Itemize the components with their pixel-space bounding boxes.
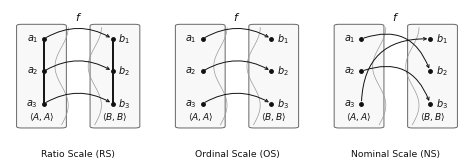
Text: $b_2$: $b_2$: [118, 64, 130, 78]
Text: $b_1$: $b_1$: [436, 32, 447, 46]
FancyBboxPatch shape: [408, 24, 457, 128]
FancyBboxPatch shape: [90, 24, 140, 128]
Text: $b_1$: $b_1$: [118, 32, 130, 46]
Text: $f$: $f$: [392, 11, 400, 23]
Text: $\langle B, B\rangle$: $\langle B, B\rangle$: [102, 112, 128, 123]
FancyArrowPatch shape: [364, 34, 429, 68]
Text: Ordinal Scale (OS): Ordinal Scale (OS): [195, 150, 279, 159]
Text: Nominal Scale (NS): Nominal Scale (NS): [351, 150, 440, 159]
Text: $f$: $f$: [233, 11, 241, 23]
FancyArrowPatch shape: [46, 93, 109, 102]
Text: $f$: $f$: [74, 11, 82, 23]
FancyBboxPatch shape: [175, 24, 225, 128]
FancyArrowPatch shape: [205, 93, 268, 102]
Text: $\langle B, B\rangle$: $\langle B, B\rangle$: [261, 112, 286, 123]
FancyArrowPatch shape: [364, 66, 429, 100]
Text: $\langle B, B\rangle$: $\langle B, B\rangle$: [420, 112, 445, 123]
Text: $b_1$: $b_1$: [277, 32, 289, 46]
Text: $b_3$: $b_3$: [436, 97, 448, 111]
Text: $a_3$: $a_3$: [27, 98, 38, 110]
Text: $\langle A, A\rangle$: $\langle A, A\rangle$: [29, 112, 54, 123]
Text: $\langle A, A\rangle$: $\langle A, A\rangle$: [346, 112, 372, 123]
FancyArrowPatch shape: [46, 61, 109, 70]
Text: $a_1$: $a_1$: [27, 33, 38, 45]
FancyArrowPatch shape: [205, 29, 268, 37]
Text: Ratio Scale (RS): Ratio Scale (RS): [41, 150, 115, 159]
Text: $a_3$: $a_3$: [344, 98, 356, 110]
Text: $a_2$: $a_2$: [344, 65, 356, 77]
FancyBboxPatch shape: [17, 24, 66, 128]
Text: $b_2$: $b_2$: [436, 64, 447, 78]
FancyArrowPatch shape: [362, 37, 426, 101]
FancyArrowPatch shape: [205, 61, 268, 70]
Text: $b_3$: $b_3$: [118, 97, 130, 111]
Text: $a_2$: $a_2$: [27, 65, 38, 77]
Text: $a_2$: $a_2$: [185, 65, 197, 77]
Text: $b_3$: $b_3$: [277, 97, 289, 111]
Text: $\langle A, A\rangle$: $\langle A, A\rangle$: [188, 112, 213, 123]
Text: $b_2$: $b_2$: [277, 64, 289, 78]
Text: $a_1$: $a_1$: [344, 33, 356, 45]
Text: $a_3$: $a_3$: [185, 98, 197, 110]
FancyBboxPatch shape: [334, 24, 384, 128]
Text: $a_1$: $a_1$: [185, 33, 197, 45]
FancyBboxPatch shape: [249, 24, 299, 128]
FancyArrowPatch shape: [46, 29, 109, 37]
